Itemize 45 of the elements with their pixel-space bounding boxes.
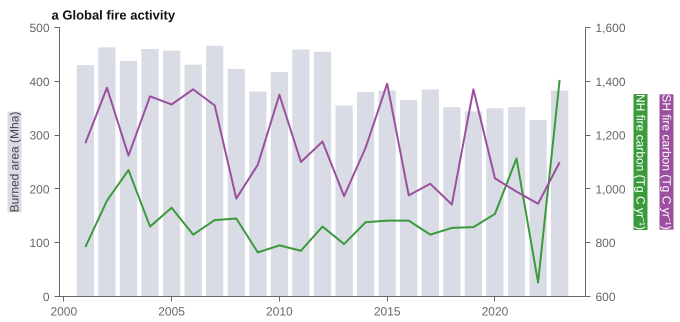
bar [551, 90, 568, 296]
y2-tick-label: 600 [596, 290, 616, 304]
x-tick-label: 2020 [482, 304, 509, 318]
y-tick-label: 100 [29, 236, 50, 250]
y2-tick-label: 1,000 [596, 182, 626, 196]
y2-tick-label: 1,600 [596, 21, 626, 35]
bar [422, 89, 439, 296]
bar [184, 64, 202, 296]
chart-title: a Global fire activity [52, 8, 176, 22]
bar [356, 92, 374, 296]
x-tick-label: 2005 [158, 304, 186, 318]
bar [206, 46, 224, 296]
bar [400, 100, 418, 296]
y-tick-label: 500 [29, 21, 50, 35]
bar [443, 107, 460, 296]
x-tick-label: 2010 [266, 304, 294, 318]
y-tick-label: 200 [29, 182, 50, 196]
bar [162, 50, 180, 296]
bar [141, 49, 159, 296]
bar [314, 52, 332, 296]
bar [228, 68, 245, 296]
y2-tick-label: 1,200 [596, 128, 626, 143]
bar [98, 47, 116, 296]
bar [249, 92, 266, 296]
bar [76, 65, 94, 296]
bar [120, 60, 138, 296]
y2-tick-label: 800 [596, 236, 616, 250]
text: SH fire carbon (Tg C yr⁻¹) [660, 94, 674, 230]
x-tick-label: 2015 [374, 304, 401, 318]
bar [378, 90, 396, 296]
y-tick-label: 300 [29, 128, 50, 143]
bar [464, 111, 482, 296]
y-tick-label: 400 [29, 74, 50, 89]
bar [270, 72, 288, 296]
bar [292, 50, 310, 296]
line-series [84, 78, 561, 284]
x-tick-label: 2000 [50, 304, 78, 318]
line-series [84, 82, 561, 206]
y-axis-title: Burned area (Mha) [8, 112, 22, 212]
bar [508, 107, 526, 296]
text: NH fire carbon (Tg C yr⁻¹) [634, 94, 648, 230]
y-tick-label: 0 [42, 290, 50, 304]
bar [486, 108, 504, 296]
y2-tick-label: 1,400 [596, 74, 626, 89]
bar [335, 106, 353, 296]
